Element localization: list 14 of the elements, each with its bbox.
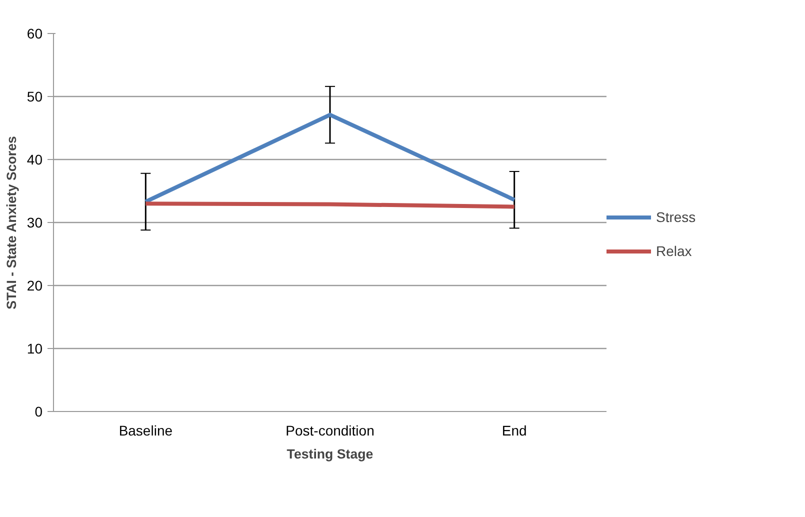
legend-label: Stress [656,209,696,225]
y-tick-label: 10 [26,340,43,356]
y-tick-label: 30 [26,214,43,230]
y-tick-label: 60 [26,26,43,42]
x-tick-label: Baseline [118,422,173,438]
y-tick-label: 50 [26,88,43,104]
x-tick-label: End [502,422,527,438]
y-tick-label: 0 [34,404,43,420]
legend-label: Relax [656,243,692,259]
y-axis-title: STAI - State Anxiety Scores [4,136,19,310]
x-axis-title: Testing Stage [286,446,374,462]
x-tick-label: Post-condition [286,422,374,438]
y-tick-label: 20 [26,278,43,294]
y-tick-label: 40 [26,152,43,168]
